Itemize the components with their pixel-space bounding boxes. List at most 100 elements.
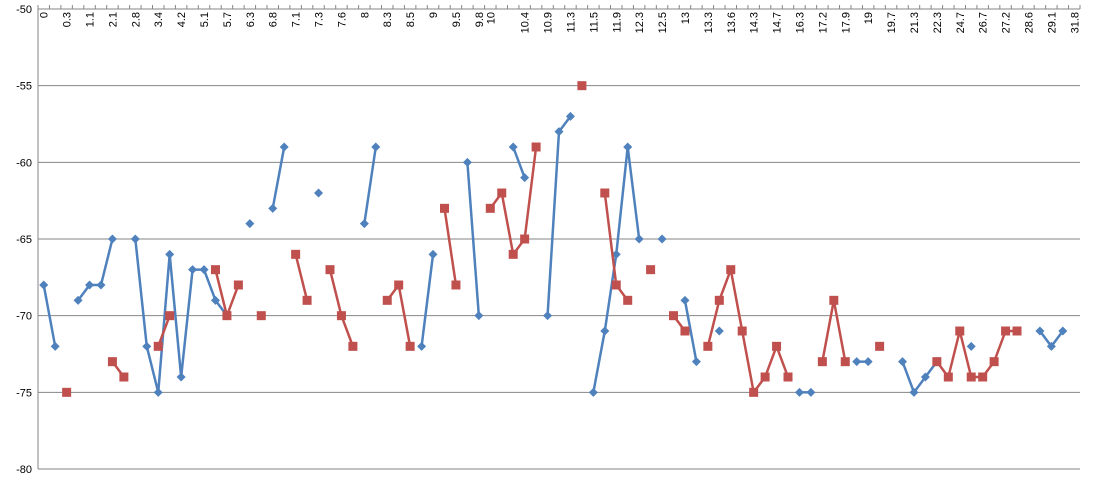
- data-point: [1035, 326, 1045, 336]
- data-point: [554, 127, 564, 137]
- data-point: [565, 111, 575, 121]
- data-point: [875, 341, 885, 351]
- data-point: [714, 326, 724, 336]
- data-point: [348, 341, 358, 351]
- data-point: [405, 341, 415, 351]
- x-tick-label: 10.4: [520, 12, 532, 33]
- x-tick-label: 22.3: [932, 12, 944, 33]
- data-point: [142, 341, 152, 351]
- data-point: [634, 234, 644, 244]
- data-point: [840, 357, 850, 367]
- data-point: [588, 387, 598, 397]
- series-line: [363, 146, 378, 224]
- x-tick-label: 16.3: [794, 12, 806, 33]
- y-tick-label: -80: [16, 464, 32, 476]
- data-point: [623, 295, 633, 305]
- x-tick-label: 2.1: [107, 12, 119, 27]
- x-tick-label: 26.7: [978, 12, 990, 33]
- x-tick-label: 11.9: [611, 12, 623, 33]
- data-point: [520, 173, 530, 183]
- data-point: [623, 142, 633, 152]
- x-tick-label: 13.3: [703, 12, 715, 33]
- data-point: [153, 387, 163, 397]
- data-point: [165, 249, 175, 259]
- x-tick-label: 1.1: [85, 12, 97, 27]
- series-line: [546, 115, 572, 316]
- x-tick-label: 9: [428, 12, 440, 18]
- data-point: [462, 157, 472, 167]
- data-point: [130, 234, 140, 244]
- data-point: [474, 311, 484, 321]
- data-point: [794, 387, 804, 397]
- x-tick-label: 31.8: [1069, 12, 1081, 33]
- y-tick-labels: -50 -55 -60 -65 -70 -75 -80: [16, 4, 32, 476]
- data-point: [96, 280, 106, 290]
- data-point: [966, 341, 976, 351]
- data-point: [451, 280, 461, 290]
- data-point: [233, 280, 243, 290]
- x-tick-label: 5.1: [199, 12, 211, 27]
- series-line: [420, 254, 435, 347]
- x-tick-label: 17.2: [817, 12, 829, 33]
- x-tick-label: 8.3: [382, 12, 394, 27]
- x-tick-label: 27.2: [1001, 12, 1013, 33]
- x-tick-label: 11.5: [588, 12, 600, 33]
- x-tick-label: 7.1: [291, 12, 303, 27]
- data-point: [909, 387, 919, 397]
- y-tick-label: -50: [16, 4, 32, 16]
- data-point: [1001, 326, 1011, 336]
- data-point: [772, 341, 782, 351]
- data-point: [611, 280, 621, 290]
- data-point: [1012, 326, 1022, 336]
- data-point: [978, 372, 988, 382]
- series-line: [466, 162, 481, 316]
- data-point: [943, 372, 953, 382]
- data-point: [210, 265, 220, 275]
- x-tick-label: 28.6: [1023, 12, 1035, 33]
- data-point: [153, 341, 163, 351]
- x-tick-label: 19: [863, 12, 875, 24]
- data-point: [817, 357, 827, 367]
- data-point: [50, 341, 60, 351]
- data-point: [417, 341, 427, 351]
- data-point: [73, 295, 83, 305]
- data-point: [577, 81, 587, 91]
- data-point: [107, 357, 117, 367]
- x-tick-label: 5.7: [222, 12, 234, 27]
- data-point: [439, 203, 449, 213]
- data-point: [428, 249, 438, 259]
- series-layer: [39, 81, 1068, 397]
- series-line: [77, 238, 114, 302]
- x-tick-labels: 0 0.3 1.1 2.1 2.8 3.4 4.2 5.1 5.7 6.3 6.8 7.1 7.3 7.6…: [39, 12, 1082, 33]
- data-point: [737, 326, 747, 336]
- data-point: [222, 311, 232, 321]
- data-point: [852, 357, 862, 367]
- data-point: [371, 142, 381, 152]
- x-tick-label: 0: [39, 12, 51, 18]
- axes: [37, 5, 1081, 469]
- data-point: [325, 265, 335, 275]
- data-point: [176, 372, 186, 382]
- data-point: [199, 265, 209, 275]
- data-point: [107, 234, 117, 244]
- data-point: [703, 341, 713, 351]
- gridlines: [38, 8, 1080, 470]
- data-point: [382, 295, 392, 305]
- series-line: [592, 145, 641, 393]
- data-point: [806, 387, 816, 397]
- series-line: [214, 269, 240, 317]
- x-tick-label: 6.8: [268, 12, 280, 27]
- data-point: [680, 295, 690, 305]
- x-tick-label: 8.5: [405, 12, 417, 27]
- data-point: [600, 326, 610, 336]
- series-1: [39, 111, 1068, 397]
- x-tick-label: 8: [359, 12, 371, 18]
- series-2: [62, 81, 1022, 397]
- x-tick-label: 13: [680, 12, 692, 24]
- x-tick-label: 14.3: [749, 12, 761, 33]
- data-point: [62, 387, 72, 397]
- y-tick-label: -70: [16, 311, 32, 323]
- x-tick-label: 29.1: [1046, 12, 1058, 33]
- series-line: [328, 269, 355, 347]
